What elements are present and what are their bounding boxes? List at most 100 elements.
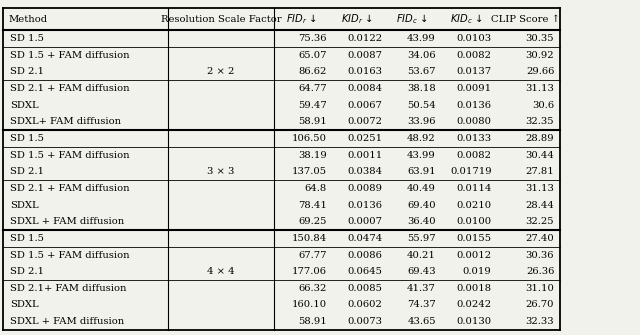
Text: SDXL + FAM diffusion: SDXL + FAM diffusion <box>10 217 125 226</box>
Text: 177.06: 177.06 <box>292 267 327 276</box>
Text: 69.25: 69.25 <box>298 217 327 226</box>
Text: 64.77: 64.77 <box>298 84 327 93</box>
Text: SD 1.5: SD 1.5 <box>10 34 44 43</box>
Text: 28.89: 28.89 <box>525 134 554 143</box>
Text: 26.70: 26.70 <box>525 300 554 310</box>
Text: SD 2.1 + FAM diffusion: SD 2.1 + FAM diffusion <box>10 84 130 93</box>
Text: 0.0163: 0.0163 <box>348 67 383 76</box>
Text: 0.0474: 0.0474 <box>348 234 383 243</box>
Text: 69.40: 69.40 <box>407 201 436 210</box>
Text: 75.36: 75.36 <box>298 34 327 43</box>
Text: 36.40: 36.40 <box>407 217 436 226</box>
Text: 32.33: 32.33 <box>525 317 554 326</box>
Text: 31.13: 31.13 <box>525 84 554 93</box>
Text: 65.07: 65.07 <box>298 51 327 60</box>
Text: 53.67: 53.67 <box>407 67 436 76</box>
Text: 0.0242: 0.0242 <box>456 300 492 310</box>
Text: 34.06: 34.06 <box>407 51 436 60</box>
Text: $FID_{r}$ ↓: $FID_{r}$ ↓ <box>286 12 317 26</box>
Text: 38.18: 38.18 <box>407 84 436 93</box>
Text: SD 2.1: SD 2.1 <box>10 167 44 176</box>
Text: 27.81: 27.81 <box>525 167 554 176</box>
Text: 28.44: 28.44 <box>525 201 554 210</box>
Text: 0.0155: 0.0155 <box>456 234 492 243</box>
Text: 43.65: 43.65 <box>407 317 436 326</box>
Text: 67.77: 67.77 <box>298 251 327 260</box>
Text: 30.44: 30.44 <box>525 150 554 159</box>
Text: SD 2.1: SD 2.1 <box>10 267 44 276</box>
Text: 4 × 4: 4 × 4 <box>207 267 235 276</box>
Text: SD 2.1 + FAM diffusion: SD 2.1 + FAM diffusion <box>10 184 130 193</box>
Text: 55.97: 55.97 <box>407 234 436 243</box>
Text: SD 1.5 + FAM diffusion: SD 1.5 + FAM diffusion <box>10 150 130 159</box>
Text: SD 1.5 + FAM diffusion: SD 1.5 + FAM diffusion <box>10 251 130 260</box>
Text: 0.0067: 0.0067 <box>348 100 383 110</box>
Text: 3 × 3: 3 × 3 <box>207 167 235 176</box>
Text: 0.0080: 0.0080 <box>456 117 492 126</box>
Text: 137.05: 137.05 <box>292 167 327 176</box>
Text: 0.0103: 0.0103 <box>456 34 492 43</box>
Text: 2 × 2: 2 × 2 <box>207 67 235 76</box>
Text: 0.0018: 0.0018 <box>456 284 492 293</box>
Text: 0.0091: 0.0091 <box>456 84 492 93</box>
Text: SD 2.1+ FAM diffusion: SD 2.1+ FAM diffusion <box>10 284 127 293</box>
Text: 0.0122: 0.0122 <box>348 34 383 43</box>
Text: 0.0136: 0.0136 <box>348 201 383 210</box>
Text: 106.50: 106.50 <box>292 134 327 143</box>
Text: SDXL + FAM diffusion: SDXL + FAM diffusion <box>10 317 125 326</box>
Text: 0.0087: 0.0087 <box>348 51 383 60</box>
Text: SD 1.5: SD 1.5 <box>10 134 44 143</box>
Text: 59.47: 59.47 <box>298 100 327 110</box>
Text: 0.0136: 0.0136 <box>456 100 492 110</box>
Text: 0.0602: 0.0602 <box>348 300 383 310</box>
Text: $KID_{r}$ ↓: $KID_{r}$ ↓ <box>342 12 373 26</box>
Text: 43.99: 43.99 <box>407 34 436 43</box>
Text: 0.0645: 0.0645 <box>348 267 383 276</box>
Text: SD 2.1: SD 2.1 <box>10 67 44 76</box>
Text: 0.0007: 0.0007 <box>348 217 383 226</box>
Text: SD 1.5: SD 1.5 <box>10 234 44 243</box>
Text: 78.41: 78.41 <box>298 201 327 210</box>
Text: 0.0130: 0.0130 <box>456 317 492 326</box>
Text: SD 1.5 + FAM diffusion: SD 1.5 + FAM diffusion <box>10 51 130 60</box>
Text: 150.84: 150.84 <box>292 234 327 243</box>
Text: 40.21: 40.21 <box>407 251 436 260</box>
Text: 32.35: 32.35 <box>525 117 554 126</box>
Text: 41.37: 41.37 <box>407 284 436 293</box>
Text: 0.0011: 0.0011 <box>348 150 383 159</box>
Text: 0.0085: 0.0085 <box>348 284 383 293</box>
Text: 30.92: 30.92 <box>525 51 554 60</box>
Text: 0.0084: 0.0084 <box>348 84 383 93</box>
Text: 160.10: 160.10 <box>292 300 327 310</box>
Text: 0.019: 0.019 <box>463 267 492 276</box>
Text: 0.0133: 0.0133 <box>456 134 492 143</box>
Text: 69.43: 69.43 <box>407 267 436 276</box>
Text: 0.0012: 0.0012 <box>456 251 492 260</box>
Text: 0.0251: 0.0251 <box>348 134 383 143</box>
Text: 0.0086: 0.0086 <box>348 251 383 260</box>
Text: 0.0082: 0.0082 <box>456 150 492 159</box>
Text: 31.10: 31.10 <box>525 284 554 293</box>
Text: 40.49: 40.49 <box>407 184 436 193</box>
Text: 74.37: 74.37 <box>407 300 436 310</box>
Text: 50.54: 50.54 <box>407 100 436 110</box>
Text: 0.0100: 0.0100 <box>456 217 492 226</box>
Text: 63.91: 63.91 <box>407 167 436 176</box>
Text: 31.13: 31.13 <box>525 184 554 193</box>
Text: 33.96: 33.96 <box>407 117 436 126</box>
Text: 0.0210: 0.0210 <box>456 201 492 210</box>
Text: CLIP Score ↑: CLIP Score ↑ <box>491 15 560 24</box>
Text: 48.92: 48.92 <box>407 134 436 143</box>
Text: 0.0073: 0.0073 <box>348 317 383 326</box>
Text: SDXL: SDXL <box>10 300 39 310</box>
Text: 30.36: 30.36 <box>525 251 554 260</box>
Text: $KID_{c}$ ↓: $KID_{c}$ ↓ <box>450 12 483 26</box>
Text: 66.32: 66.32 <box>299 284 327 293</box>
Text: 0.0384: 0.0384 <box>348 167 383 176</box>
Text: 0.0072: 0.0072 <box>348 117 383 126</box>
Text: 43.99: 43.99 <box>407 150 436 159</box>
Text: SDXL: SDXL <box>10 100 39 110</box>
Text: Method: Method <box>9 15 48 24</box>
Text: 30.6: 30.6 <box>532 100 554 110</box>
Text: 32.25: 32.25 <box>525 217 554 226</box>
